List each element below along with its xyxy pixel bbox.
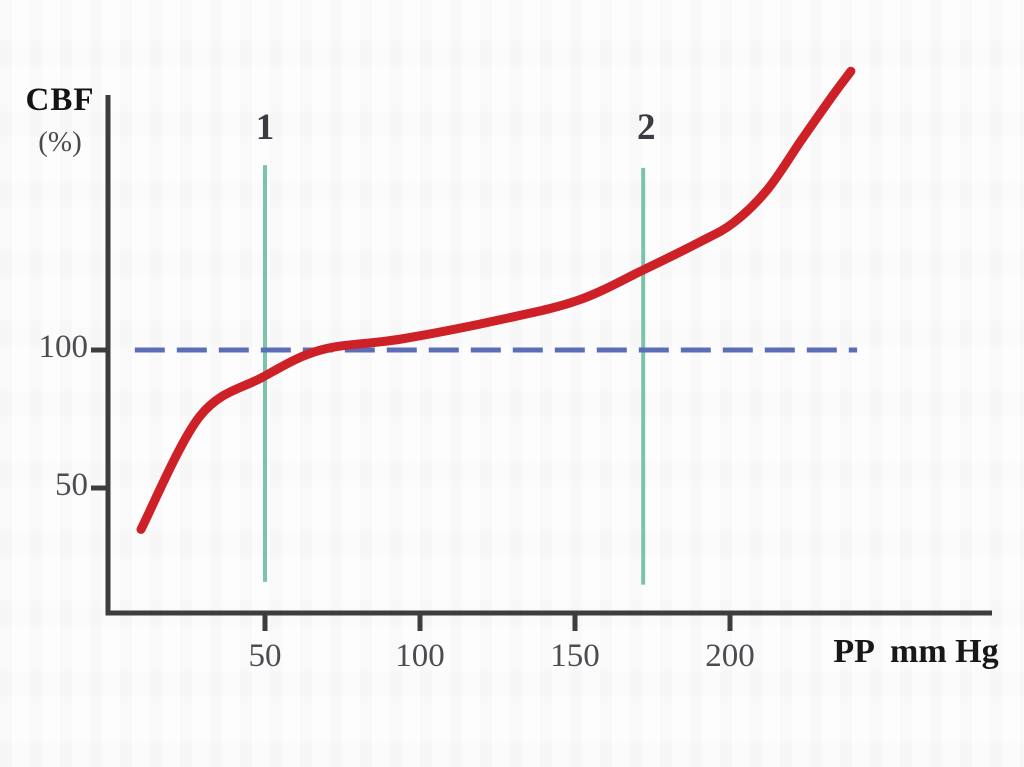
x-tick-label-100: 100 [395, 638, 445, 674]
cbf-curve [136, 66, 856, 534]
axes-layer [91, 95, 992, 631]
curve-layer [136, 66, 856, 534]
x-tick-label-50: 50 [248, 638, 282, 674]
y-tick-label-100: 100 [38, 329, 89, 365]
x-tick-label-200: 200 [705, 638, 755, 674]
y-axis-title-line2: (%) [38, 126, 82, 158]
y-tick-label-50: 50 [55, 467, 88, 503]
marker-lines-layer [263, 165, 646, 585]
x-axis-title: PP mm Hg [833, 633, 999, 670]
event-marker-label-2: 2 [636, 107, 656, 148]
event-marker-label-1: 1 [255, 107, 275, 148]
x-tick-label-150: 150 [550, 638, 600, 674]
y-axis-title-line1: CBF [25, 82, 95, 118]
